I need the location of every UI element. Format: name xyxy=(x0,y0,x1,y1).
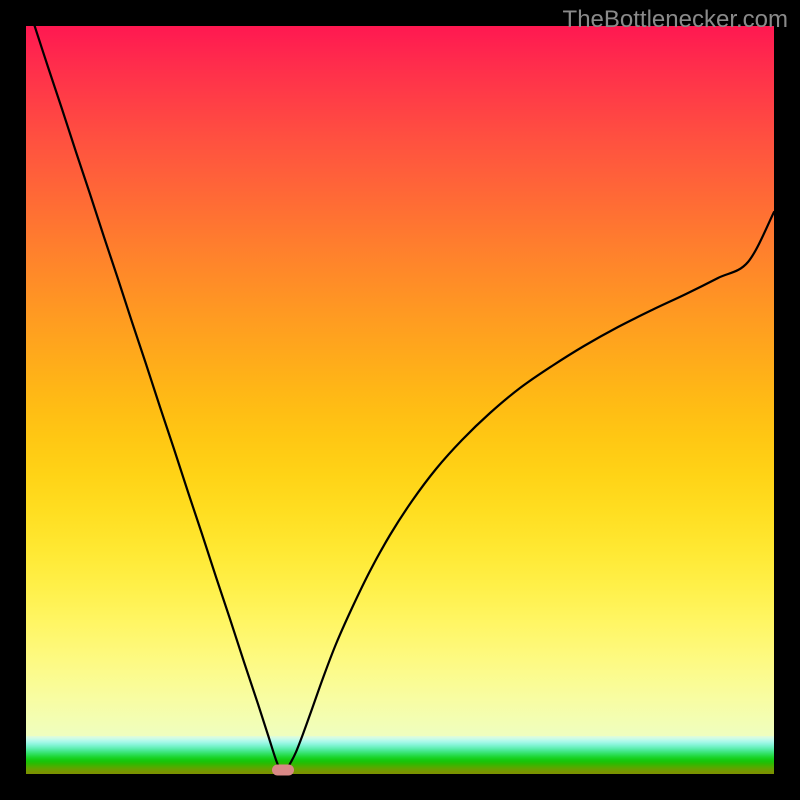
bottleneck-chart xyxy=(0,0,800,800)
chart-container: TheBottlenecker.com xyxy=(0,0,800,800)
plot-background xyxy=(26,26,774,736)
optimum-marker xyxy=(272,765,294,776)
watermark-text: TheBottlenecker.com xyxy=(563,6,788,34)
green-band-strip xyxy=(26,736,774,774)
